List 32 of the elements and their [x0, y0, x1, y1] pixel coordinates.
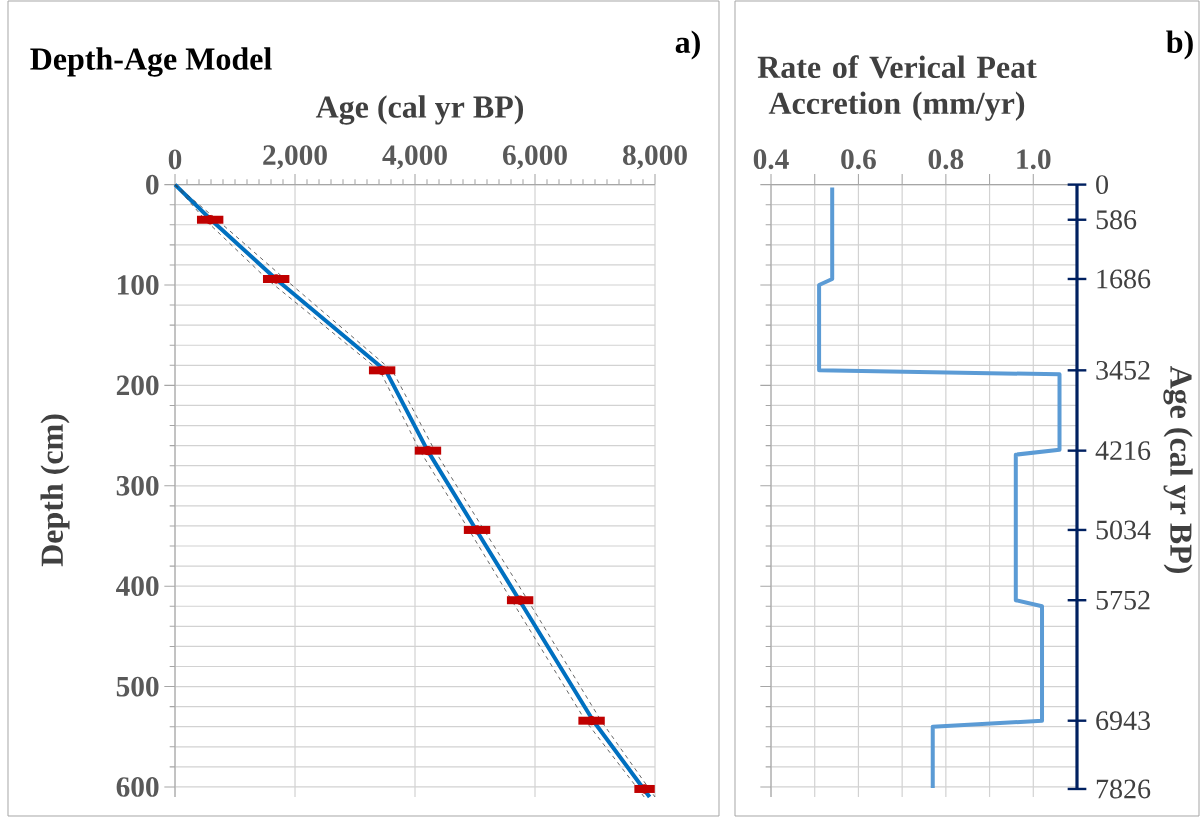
text: 6943	[1096, 711, 1150, 731]
text: b)	[1166, 30, 1193, 60]
x-tick-label: 0	[168, 149, 182, 170]
x-axis-title: Age (cal yr BP)	[315, 95, 524, 125]
x-axis-title: Rate of Verical Peat Accretion (mm/yr)	[757, 55, 1037, 121]
y2-axis-title: Age (cal yr BP)	[1163, 365, 1193, 573]
chart-title: Depth-Age Model	[30, 47, 272, 77]
x-tick-label: 6,000	[503, 145, 567, 170]
x-tick-label: 1.0	[1017, 149, 1051, 170]
y-tick-label: 0	[146, 174, 159, 195]
text: a)	[675, 30, 700, 60]
y-tick-label: 400	[116, 576, 159, 597]
y-tick-label: 600	[116, 777, 159, 797]
text: 5752	[1096, 590, 1150, 610]
text: 586	[1096, 210, 1137, 230]
x-tick-label: 0.4	[753, 149, 789, 170]
x-tick-label: 0.8	[928, 149, 964, 170]
y-tick-label: 200	[116, 375, 159, 396]
x-tick-label: 8,000	[622, 145, 687, 170]
text: 3452	[1096, 360, 1150, 380]
y-tick-label: 500	[116, 676, 159, 697]
text: 1686	[1097, 269, 1151, 289]
y-axis-title: Depth (cm)	[40, 414, 70, 567]
text: 4216	[1095, 441, 1151, 461]
x-tick-label: 0.6	[841, 149, 876, 170]
text: 5034	[1096, 520, 1151, 540]
x-tick-label: 2,000	[263, 145, 327, 170]
text: 7826	[1096, 779, 1151, 799]
text: 0	[1096, 175, 1108, 195]
x-tick-label: 4,000	[382, 145, 447, 170]
y-tick-label: 100	[117, 275, 159, 295]
y-tick-label: 300	[116, 475, 159, 496]
